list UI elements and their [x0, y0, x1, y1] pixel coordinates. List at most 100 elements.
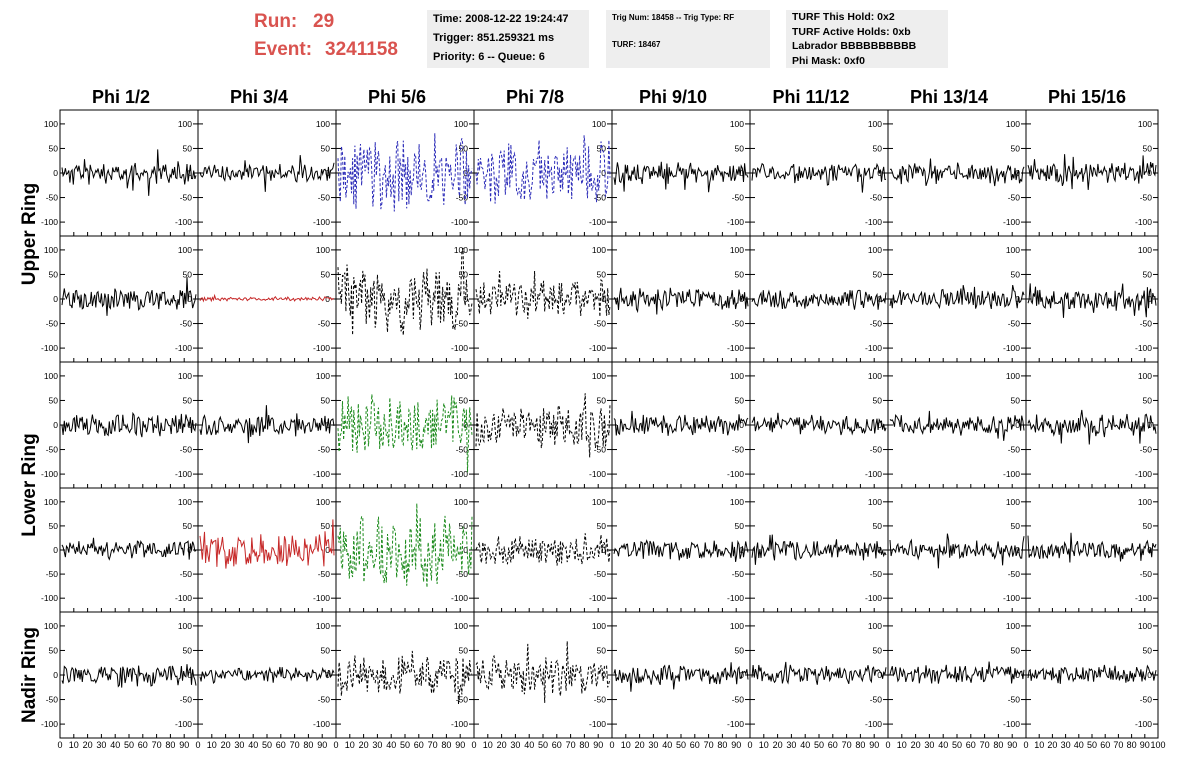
waveform-trace: [751, 162, 887, 193]
y-tick-label: 50: [183, 645, 193, 655]
y-tick-label: -100: [41, 593, 58, 603]
y-tick-label: 100: [178, 621, 192, 631]
y-tick-label: 0: [601, 545, 606, 555]
waveform-trace: [475, 270, 611, 319]
y-tick-label: -100: [175, 719, 192, 729]
y-tick-label: 100: [44, 497, 58, 507]
x-tick-label: 30: [510, 740, 520, 750]
y-tick-label: 50: [873, 521, 883, 531]
y-tick-label: 50: [735, 269, 745, 279]
y-tick-label: 100: [44, 119, 58, 129]
y-tick-label: -100: [1135, 593, 1152, 603]
y-tick-label: 50: [321, 395, 331, 405]
y-tick-label: 100: [592, 497, 606, 507]
y-tick-label: 100: [730, 371, 744, 381]
y-tick-label: -50: [1140, 569, 1153, 579]
y-tick-label: -100: [313, 469, 330, 479]
x-tick-label: 60: [276, 740, 286, 750]
y-tick-label: 50: [321, 143, 331, 153]
time-text: Time: 2008-12-22 19:24:47: [433, 13, 569, 25]
x-tick-label: 70: [980, 740, 990, 750]
waveform-trace: [751, 289, 887, 310]
y-tick-label: 50: [735, 645, 745, 655]
y-tick-label: -50: [732, 319, 745, 329]
waveform-trace: [1027, 532, 1157, 563]
y-tick-label: -50: [732, 193, 745, 203]
y-tick-label: -50: [1008, 445, 1021, 455]
y-tick-label: -100: [451, 343, 468, 353]
y-tick-label: 50: [1011, 521, 1021, 531]
y-tick-label: 100: [592, 621, 606, 631]
y-tick-label: 100: [1138, 245, 1152, 255]
x-tick-label: 0: [609, 740, 614, 750]
y-tick-label: -100: [41, 469, 58, 479]
y-tick-label: 100: [730, 119, 744, 129]
y-tick-label: -100: [1003, 217, 1020, 227]
y-tick-label: 50: [1143, 645, 1153, 655]
x-tick-label: 10: [759, 740, 769, 750]
y-tick-label: 50: [873, 143, 883, 153]
y-tick-label: 100: [316, 621, 330, 631]
waveform-trace: [475, 533, 611, 566]
x-tick-label: 60: [414, 740, 424, 750]
run-label: Run:: [254, 11, 298, 32]
y-tick-label: -100: [175, 469, 192, 479]
phi-mask-text: Phi Mask: 0xf0: [792, 54, 865, 67]
x-tick-label: 30: [924, 740, 934, 750]
phi-label: Phi 13/14: [909, 87, 989, 107]
y-tick-label: 0: [53, 420, 58, 430]
waveform-trace: [889, 284, 1025, 310]
y-tick-label: -50: [46, 319, 59, 329]
x-tick-label: 0: [333, 740, 338, 750]
y-tick-label: 50: [873, 269, 883, 279]
waveform-trace: [475, 393, 611, 458]
y-tick-label: 0: [53, 168, 58, 178]
y-tick-label: 50: [1011, 645, 1021, 655]
y-tick-label: -50: [870, 319, 883, 329]
x-tick-label: 80: [717, 740, 727, 750]
waveform-trace: [613, 662, 749, 692]
y-tick-label: 0: [877, 670, 882, 680]
x-tick-label: 90: [455, 740, 465, 750]
x-tick-label: 90: [317, 740, 327, 750]
y-tick-label: -100: [589, 343, 606, 353]
waveform-trace: [1027, 664, 1157, 684]
x-tick-label: 80: [993, 740, 1003, 750]
y-tick-label: 50: [1011, 143, 1021, 153]
x-tick-label: 10: [207, 740, 217, 750]
y-tick-label: 50: [183, 521, 193, 531]
x-tick-label: 50: [814, 740, 824, 750]
x-tick-label: 90: [1140, 740, 1150, 750]
x-tick-label: 20: [1047, 740, 1057, 750]
y-tick-label: 100: [178, 245, 192, 255]
turf-active-text: TURF Active Holds: 0xb: [792, 25, 911, 38]
y-tick-label: 100: [868, 245, 882, 255]
y-tick-label: -50: [1140, 193, 1153, 203]
y-tick-label: 100: [454, 371, 468, 381]
y-tick-label: 0: [1015, 670, 1020, 680]
waveform-trace: [613, 161, 749, 193]
x-tick-label: 40: [800, 740, 810, 750]
waveform-trace: [337, 394, 473, 473]
x-tick-label: 50: [1087, 740, 1097, 750]
x-tick-label: 90: [731, 740, 741, 750]
waveform-trace: [337, 133, 473, 212]
y-tick-label: 100: [454, 497, 468, 507]
trig-num-text: Trig Num: 18458 -- Trig Type: RF: [612, 13, 735, 22]
x-tick-label: 90: [593, 740, 603, 750]
y-tick-label: 100: [178, 497, 192, 507]
waveform-trace: [613, 539, 749, 562]
phi-label: Phi 7/8: [505, 87, 565, 107]
phi-label: Phi 3/4: [229, 87, 289, 107]
waveform-trace: [613, 410, 749, 436]
waveform-trace: [61, 276, 197, 316]
y-tick-label: -100: [451, 217, 468, 227]
y-tick-label: -100: [589, 469, 606, 479]
y-tick-label: 100: [868, 371, 882, 381]
time-info-box: Time: 2008-12-22 19:24:47 Trigger: 851.2…: [427, 10, 589, 68]
waveform-trace: [475, 135, 611, 204]
y-tick-label: 50: [49, 143, 59, 153]
y-tick-label: 100: [1006, 245, 1020, 255]
waveform-trace: [751, 661, 887, 685]
y-tick-label: 0: [601, 168, 606, 178]
